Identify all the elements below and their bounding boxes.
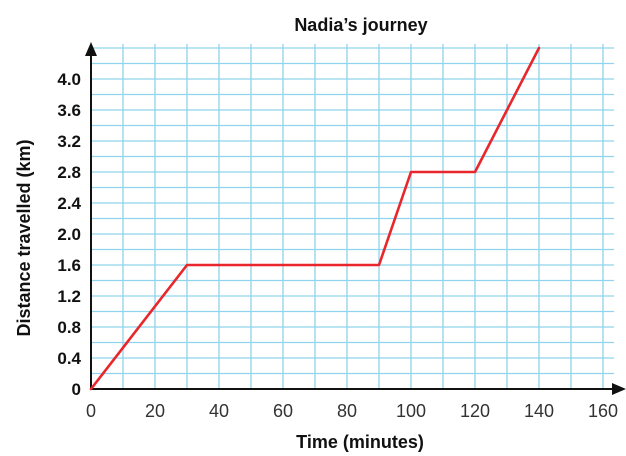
x-tick-label: 140: [524, 401, 554, 421]
y-axis-arrow-icon: [85, 42, 97, 56]
x-tick-label: 0: [86, 401, 96, 421]
series-layer: [89, 46, 541, 391]
x-tick-label: 160: [588, 401, 618, 421]
x-tick-label: 100: [396, 401, 426, 421]
chart-title: Nadia’s journey: [294, 15, 427, 35]
y-tick-label: 4.0: [57, 70, 81, 89]
y-tick-label: 3.2: [57, 132, 81, 151]
y-tick-label: 2.8: [57, 163, 81, 182]
grid: [91, 44, 614, 389]
x-tick-label: 80: [337, 401, 357, 421]
axes: [85, 42, 626, 395]
x-tick-label: 40: [209, 401, 229, 421]
y-axis-label: Distance travelled (km): [14, 139, 34, 336]
series-line: [89, 46, 541, 391]
y-tick-labels: 0 0.4 0.8 1.2 1.6 2.0 2.4 2.8 3.2 3.6 4.0: [57, 70, 81, 399]
y-tick-label: 0.4: [57, 349, 81, 368]
y-tick-label: 2.4: [57, 194, 81, 213]
x-tick-label: 120: [460, 401, 490, 421]
x-tick-label: 20: [145, 401, 165, 421]
y-tick-label: 0: [72, 380, 81, 399]
y-tick-label: 3.6: [57, 101, 81, 120]
x-axis-label: Time (minutes): [296, 432, 424, 452]
y-tick-label: 1.6: [57, 256, 81, 275]
x-axis-arrow-icon: [612, 383, 626, 395]
x-tick-labels: 0 20 40 60 80 100 120 140 160: [86, 401, 618, 421]
x-tick-label: 60: [273, 401, 293, 421]
y-tick-label: 0.8: [57, 318, 81, 337]
y-tick-label: 1.2: [57, 287, 81, 306]
y-tick-label: 2.0: [57, 225, 81, 244]
